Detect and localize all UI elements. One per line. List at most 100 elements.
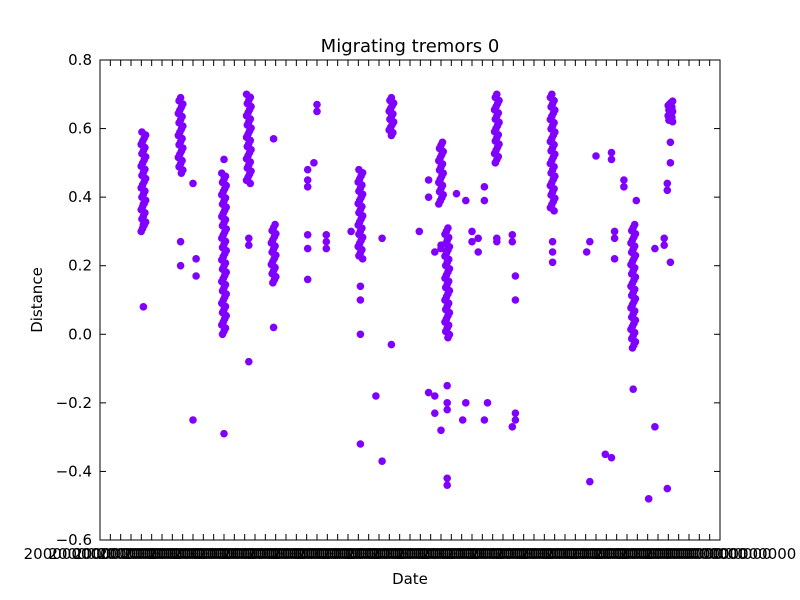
y-tick-label: 0.8 <box>68 51 92 69</box>
x-tick-label: 2000000000000000 <box>569 545 722 563</box>
data-point <box>303 231 312 239</box>
data-point <box>139 200 148 208</box>
data-point <box>443 381 452 390</box>
data-point <box>511 296 520 304</box>
data-point <box>468 227 476 236</box>
x-tick-label: 2000000000000000 <box>148 545 301 563</box>
x-axis-ticks: 2000000000000000200000000000000020000000… <box>24 60 797 563</box>
x-tick-label: 2000000000000000 <box>272 545 425 563</box>
data-point <box>666 159 675 167</box>
data-point <box>548 248 557 256</box>
data-point <box>443 481 452 489</box>
data-point <box>192 272 200 280</box>
x-tick-label: 2000000000000000 <box>495 545 648 563</box>
data-point <box>387 340 396 349</box>
data-point <box>610 234 619 243</box>
data-point <box>176 93 185 102</box>
data-point <box>582 248 591 256</box>
data-point <box>548 90 556 99</box>
data-point <box>511 416 520 424</box>
x-tick-label: 2000000000000000 <box>48 545 201 563</box>
data-point <box>303 176 312 184</box>
data-point <box>356 330 365 339</box>
data-point <box>189 179 197 188</box>
x-axis-label: Date <box>392 570 428 588</box>
x-tick-label: 2000000000000000 <box>544 545 697 563</box>
x-tick-label: 2000000000000000 <box>172 545 325 563</box>
x-tick-label: 2000000000000000 <box>420 545 573 563</box>
x-tick-label: 2000000000000000 <box>123 545 276 563</box>
data-point <box>269 135 278 143</box>
data-point <box>355 165 363 174</box>
data-point <box>245 357 253 366</box>
x-tick-label: 2000000000000000 <box>73 545 226 563</box>
data-point <box>303 183 312 191</box>
x-tick-label: 2000000000000000 <box>296 545 449 563</box>
data-point <box>356 282 365 291</box>
y-tick-label: −0.4 <box>56 462 92 480</box>
data-point <box>483 399 492 407</box>
data-point <box>610 255 619 263</box>
data-point <box>138 128 146 136</box>
x-tick-label: 2000000000000000 <box>396 545 549 563</box>
x-tick-label: 2000000000000000 <box>445 545 598 563</box>
plot-frame <box>99 59 721 541</box>
data-point <box>511 409 520 417</box>
data-point <box>458 416 467 424</box>
data-point <box>462 196 470 205</box>
data-point <box>474 248 483 256</box>
data-point <box>620 176 628 184</box>
data-point <box>192 255 200 263</box>
data-point <box>452 189 461 198</box>
data-point <box>431 409 439 417</box>
data-point <box>462 399 470 407</box>
chart-title: Migrating tremors 0 <box>321 36 500 57</box>
data-point <box>548 237 557 246</box>
data-point <box>511 272 520 280</box>
data-point <box>660 241 668 249</box>
data-point <box>607 155 616 164</box>
y-tick-label: 0.0 <box>68 325 92 343</box>
x-tick-label: 2000000000000000 <box>222 545 375 563</box>
data-point <box>493 90 501 99</box>
data-point <box>303 244 312 253</box>
data-point <box>480 183 489 191</box>
y-axis-ticks: −0.6 −0.4 −0.2 0.0 0.2 0.4 0.6 0.8 <box>56 51 720 549</box>
data-point <box>651 244 659 253</box>
data-point <box>431 248 439 256</box>
data-point <box>607 148 616 157</box>
x-tick-label: 2000000000000000 <box>371 545 524 563</box>
data-point <box>508 423 517 431</box>
data-point <box>139 303 148 311</box>
data-point <box>303 165 312 174</box>
data-point <box>271 220 279 229</box>
data-point <box>444 224 452 232</box>
data-point <box>586 477 594 486</box>
data-point <box>508 231 517 239</box>
y-tick-label: −0.2 <box>56 394 92 412</box>
data-point <box>372 392 380 400</box>
data-point <box>310 159 318 167</box>
y-tick-label: −0.6 <box>56 531 92 549</box>
data-point <box>322 237 331 246</box>
data-point <box>468 237 476 246</box>
x-tick-label: 2000000000000000 <box>644 545 797 563</box>
data-point <box>586 237 594 246</box>
data-point <box>592 152 600 160</box>
data-point <box>387 93 396 102</box>
data-point <box>443 474 452 483</box>
data-point <box>443 399 452 407</box>
data-point <box>322 231 331 239</box>
data-point <box>189 416 197 424</box>
data-point <box>176 237 185 246</box>
data-point <box>217 169 226 177</box>
x-tick-label: 2000000000000000 <box>98 545 251 563</box>
data-point <box>313 100 321 109</box>
x-tick-label: 2000000000000000 <box>619 545 772 563</box>
data-point <box>431 392 439 400</box>
data-point <box>424 193 433 201</box>
data-point <box>437 426 445 435</box>
data-point <box>424 388 433 397</box>
x-tick-label: 2000000000000000 <box>346 545 499 563</box>
data-point <box>313 107 321 116</box>
